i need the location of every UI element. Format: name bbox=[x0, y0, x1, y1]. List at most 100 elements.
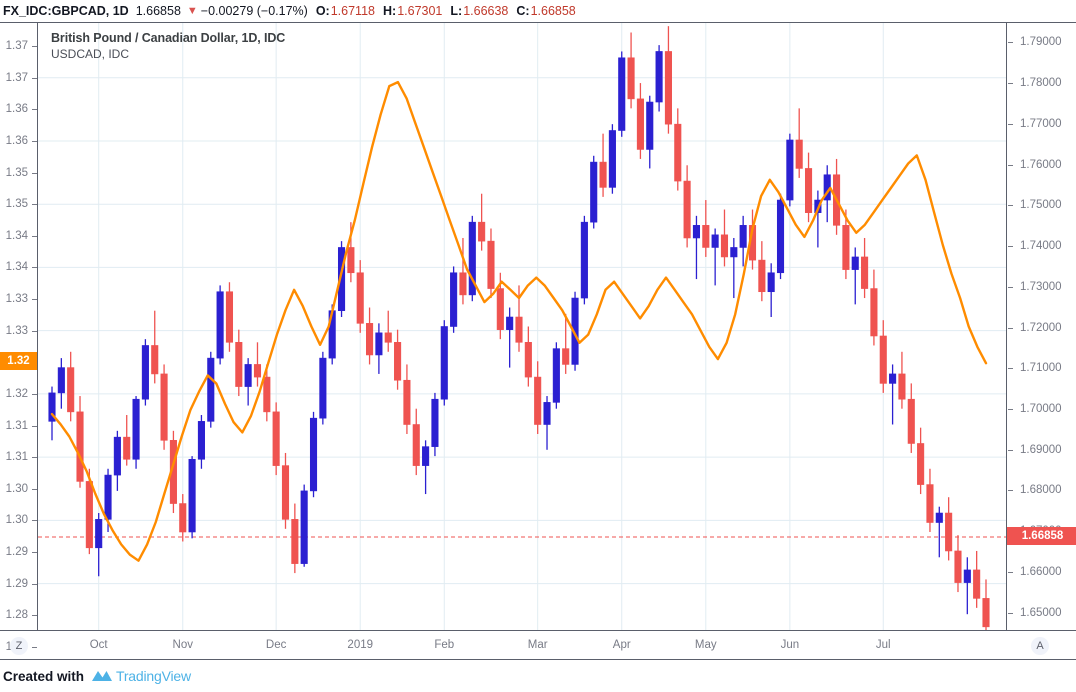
high-label: H: bbox=[382, 4, 397, 18]
right-axis-tick-mark bbox=[1008, 327, 1013, 329]
left-axis-tick-mark bbox=[32, 109, 37, 111]
left-axis-tick: 1.31 bbox=[5, 451, 28, 464]
close-value: 1.66858 bbox=[530, 4, 576, 18]
left-axis-tick: 1.33 bbox=[5, 324, 28, 337]
left-axis-tick: 1.34 bbox=[5, 229, 28, 242]
last-price: 1.66858 bbox=[135, 4, 181, 18]
zoom-out-button[interactable]: Z bbox=[10, 637, 28, 655]
right-axis-price-badge[interactable]: 1.66858 bbox=[1007, 526, 1076, 545]
left-axis-tick-mark bbox=[32, 172, 37, 174]
footer-attribution: Created with TradingView bbox=[0, 660, 1076, 692]
left-axis-tick: 1.31 bbox=[5, 419, 28, 432]
right-axis-tick: 1.76000 bbox=[1020, 158, 1062, 171]
left-axis-tick: 1.29 bbox=[5, 577, 28, 590]
right-axis-tick-mark bbox=[1008, 123, 1013, 125]
left-axis-tick: 1.30 bbox=[5, 482, 28, 495]
right-axis-tick: 1.74000 bbox=[1020, 240, 1062, 253]
left-axis-tick: 1.35 bbox=[5, 198, 28, 211]
tradingview-brand-label[interactable]: TradingView bbox=[116, 668, 191, 684]
left-axis-tick-mark bbox=[32, 583, 37, 585]
left-axis-tick: 1.28 bbox=[5, 609, 28, 622]
left-axis-tick-mark bbox=[32, 520, 37, 522]
left-axis-tick-mark bbox=[32, 267, 37, 269]
price-chart-svg bbox=[38, 23, 1006, 630]
right-axis-tick: 1.69000 bbox=[1020, 443, 1062, 456]
created-with-label: Created with bbox=[3, 668, 85, 684]
left-axis-tick-mark bbox=[32, 615, 37, 617]
low-label: L: bbox=[450, 4, 463, 18]
right-axis-tick: 1.70000 bbox=[1020, 402, 1062, 415]
open-value: 1.67118 bbox=[330, 4, 375, 18]
time-axis-tick: Dec bbox=[265, 639, 287, 651]
time-axis-tick: Jul bbox=[875, 639, 891, 651]
low-value: 1.66638 bbox=[463, 4, 509, 18]
right-axis-tick-mark bbox=[1008, 571, 1013, 573]
time-axis-tick: Mar bbox=[527, 639, 548, 651]
time-axis-tick: Jun bbox=[780, 639, 800, 651]
time-axis-tick: May bbox=[694, 639, 717, 651]
left-axis-tick: 1.34 bbox=[5, 261, 28, 274]
left-axis-tick-mark bbox=[32, 46, 37, 48]
time-axis-tick: 2019 bbox=[347, 639, 374, 651]
left-axis-tick-mark bbox=[32, 140, 37, 142]
right-axis-tick-mark bbox=[1008, 205, 1013, 207]
left-axis-tick: 1.35 bbox=[5, 166, 28, 179]
left-axis-tick-mark bbox=[32, 204, 37, 206]
close-label: C: bbox=[516, 4, 530, 18]
time-axis[interactable]: Oct Nov Dec 2019 Feb Mar Apr May Jun Jul Z A bbox=[0, 630, 1076, 660]
right-axis-tick: 1.65000 bbox=[1020, 606, 1062, 619]
chart-plot-area[interactable]: British Pound / Canadian Dollar, 1D, IDC… bbox=[37, 22, 1007, 630]
right-axis-tick: 1.78000 bbox=[1020, 77, 1062, 90]
right-axis-tick-mark bbox=[1008, 246, 1013, 248]
left-axis-tick: 1.36 bbox=[5, 103, 28, 116]
right-axis-tick: 1.79000 bbox=[1020, 36, 1062, 49]
time-axis-labels: Oct Nov Dec 2019 Feb Mar Apr May Jun Jul bbox=[0, 631, 1076, 661]
left-axis-tick: 1.30 bbox=[5, 514, 28, 527]
right-axis-tick-mark bbox=[1008, 42, 1013, 44]
left-axis-tick-mark bbox=[32, 551, 37, 553]
right-axis-tick-mark bbox=[1008, 286, 1013, 288]
left-axis-tick-mark bbox=[32, 299, 37, 301]
down-arrow-icon: ▼ bbox=[186, 5, 198, 17]
time-axis-tick: Oct bbox=[89, 639, 108, 651]
left-axis-tick-mark bbox=[32, 425, 37, 427]
left-axis-tick-mark bbox=[32, 235, 37, 237]
right-axis-tick: 1.68000 bbox=[1020, 484, 1062, 497]
open-label: O: bbox=[315, 4, 330, 18]
right-price-axis[interactable]: 1.79000 1.78000 1.77000 1.76000 1.75000 1.740… bbox=[1006, 22, 1076, 660]
time-axis-tick: Nov bbox=[172, 639, 193, 651]
chart-frame: 1.37 1.37 1.36 1.36 1.35 1.35 1.34 1.34 1.33 1.33… bbox=[0, 22, 1076, 660]
left-axis-tick: 1.37 bbox=[5, 40, 28, 53]
right-axis-tick: 1.72000 bbox=[1020, 321, 1062, 334]
auto-scale-button[interactable]: A bbox=[1031, 637, 1049, 655]
left-axis-tick: 1.36 bbox=[5, 134, 28, 147]
right-axis-tick-mark bbox=[1008, 612, 1013, 614]
right-axis-tick-mark bbox=[1008, 83, 1013, 85]
right-axis-tick-mark bbox=[1008, 164, 1013, 166]
right-axis-tick: 1.75000 bbox=[1020, 199, 1062, 212]
left-axis-tick: 1.29 bbox=[5, 545, 28, 558]
time-axis-tick: Feb bbox=[434, 639, 455, 651]
left-axis-tick: 1.37 bbox=[5, 71, 28, 84]
left-axis-tick: 1.32 bbox=[5, 387, 28, 400]
left-axis-tick-mark bbox=[32, 77, 37, 79]
symbol-label[interactable]: FX_IDC:GBPCAD, 1D bbox=[3, 4, 129, 18]
left-axis-tick-mark bbox=[32, 330, 37, 332]
tradingview-logo-icon[interactable]: TradingView bbox=[91, 668, 191, 684]
time-axis-tick: Apr bbox=[612, 639, 631, 651]
left-axis-tick-mark bbox=[32, 646, 37, 648]
right-axis-tick-mark bbox=[1008, 449, 1013, 451]
price-change: −0.00279 (−0.17%) bbox=[200, 4, 308, 18]
left-price-axis[interactable]: 1.37 1.37 1.36 1.36 1.35 1.35 1.34 1.34 1.33 1.33… bbox=[0, 22, 38, 660]
left-axis-tick-mark bbox=[32, 393, 37, 395]
right-axis-tick-mark bbox=[1008, 408, 1013, 410]
chart-legend-bar: FX_IDC:GBPCAD, 1D 1.66858 ▼ −0.00279 (−0… bbox=[0, 0, 1076, 22]
left-axis-price-badge[interactable]: 1.32 bbox=[0, 352, 37, 371]
right-axis-tick: 1.77000 bbox=[1020, 117, 1062, 130]
left-axis-tick: 1.33 bbox=[5, 293, 28, 306]
right-axis-tick: 1.66000 bbox=[1020, 565, 1062, 578]
left-axis-tick-mark bbox=[32, 457, 37, 459]
right-axis-tick-mark bbox=[1008, 490, 1013, 492]
high-value: 1.67301 bbox=[397, 4, 443, 18]
right-axis-tick-mark bbox=[1008, 368, 1013, 370]
